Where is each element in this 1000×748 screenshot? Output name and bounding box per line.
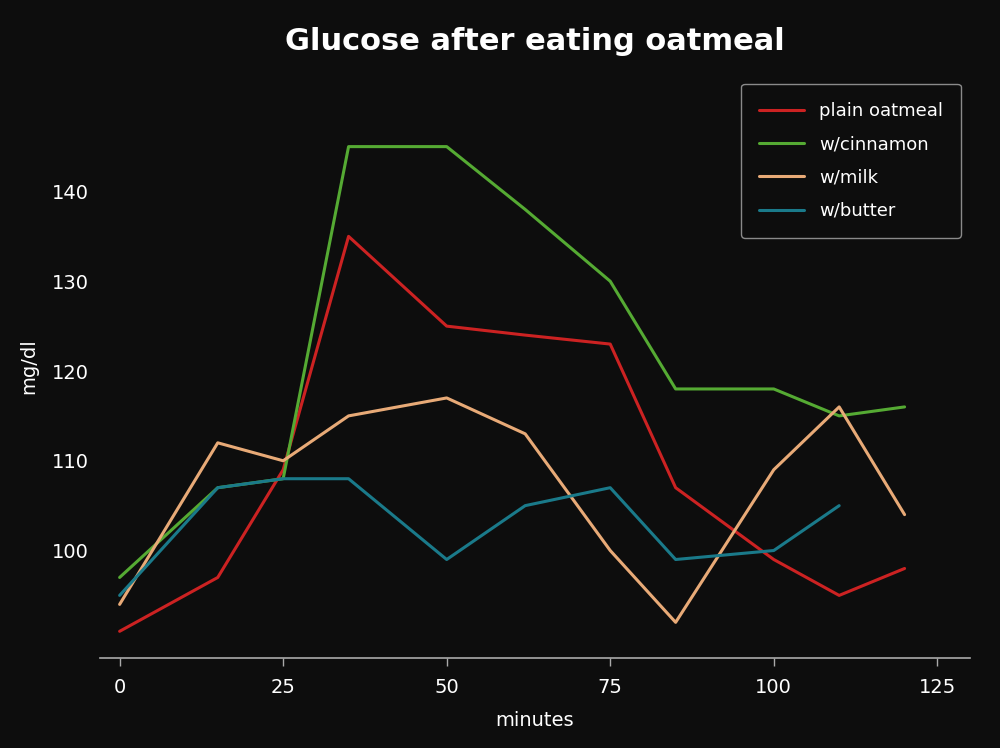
Line: w/butter: w/butter (120, 479, 839, 595)
w/cinnamon (768, 384, 780, 393)
w/butter (768, 546, 780, 555)
plain oatmeal (441, 322, 453, 331)
w/milk (519, 429, 531, 438)
plain oatmeal (343, 232, 355, 241)
w/milk (114, 600, 126, 609)
w/milk (277, 456, 289, 465)
plain oatmeal (670, 483, 682, 492)
w/cinnamon (899, 402, 911, 411)
w/butter (670, 555, 682, 564)
plain oatmeal (604, 340, 616, 349)
plain oatmeal (114, 627, 126, 636)
w/cinnamon (604, 277, 616, 286)
w/butter (604, 483, 616, 492)
plain oatmeal (277, 465, 289, 474)
plain oatmeal (768, 555, 780, 564)
w/milk (670, 618, 682, 627)
w/milk (441, 393, 453, 402)
w/butter (343, 474, 355, 483)
plain oatmeal (899, 564, 911, 573)
w/milk (768, 465, 780, 474)
w/milk (899, 510, 911, 519)
w/cinnamon (343, 142, 355, 151)
w/cinnamon (277, 474, 289, 483)
w/butter (441, 555, 453, 564)
w/butter (277, 474, 289, 483)
w/cinnamon (670, 384, 682, 393)
Title: Glucose after eating oatmeal: Glucose after eating oatmeal (285, 27, 785, 56)
w/cinnamon (114, 573, 126, 582)
Y-axis label: mg/dl: mg/dl (19, 339, 38, 394)
w/butter (212, 483, 224, 492)
Legend: plain oatmeal, w/cinnamon, w/milk, w/butter: plain oatmeal, w/cinnamon, w/milk, w/but… (741, 84, 961, 238)
plain oatmeal (833, 591, 845, 600)
w/butter (833, 501, 845, 510)
w/cinnamon (212, 483, 224, 492)
Line: plain oatmeal: plain oatmeal (120, 236, 905, 631)
w/milk (212, 438, 224, 447)
w/cinnamon (441, 142, 453, 151)
w/butter (114, 591, 126, 600)
w/cinnamon (519, 205, 531, 214)
w/milk (604, 546, 616, 555)
X-axis label: minutes: minutes (496, 711, 574, 729)
w/butter (519, 501, 531, 510)
plain oatmeal (519, 331, 531, 340)
plain oatmeal (212, 573, 224, 582)
Line: w/cinnamon: w/cinnamon (120, 147, 905, 577)
w/milk (833, 402, 845, 411)
Line: w/milk: w/milk (120, 398, 905, 622)
w/milk (343, 411, 355, 420)
w/cinnamon (833, 411, 845, 420)
